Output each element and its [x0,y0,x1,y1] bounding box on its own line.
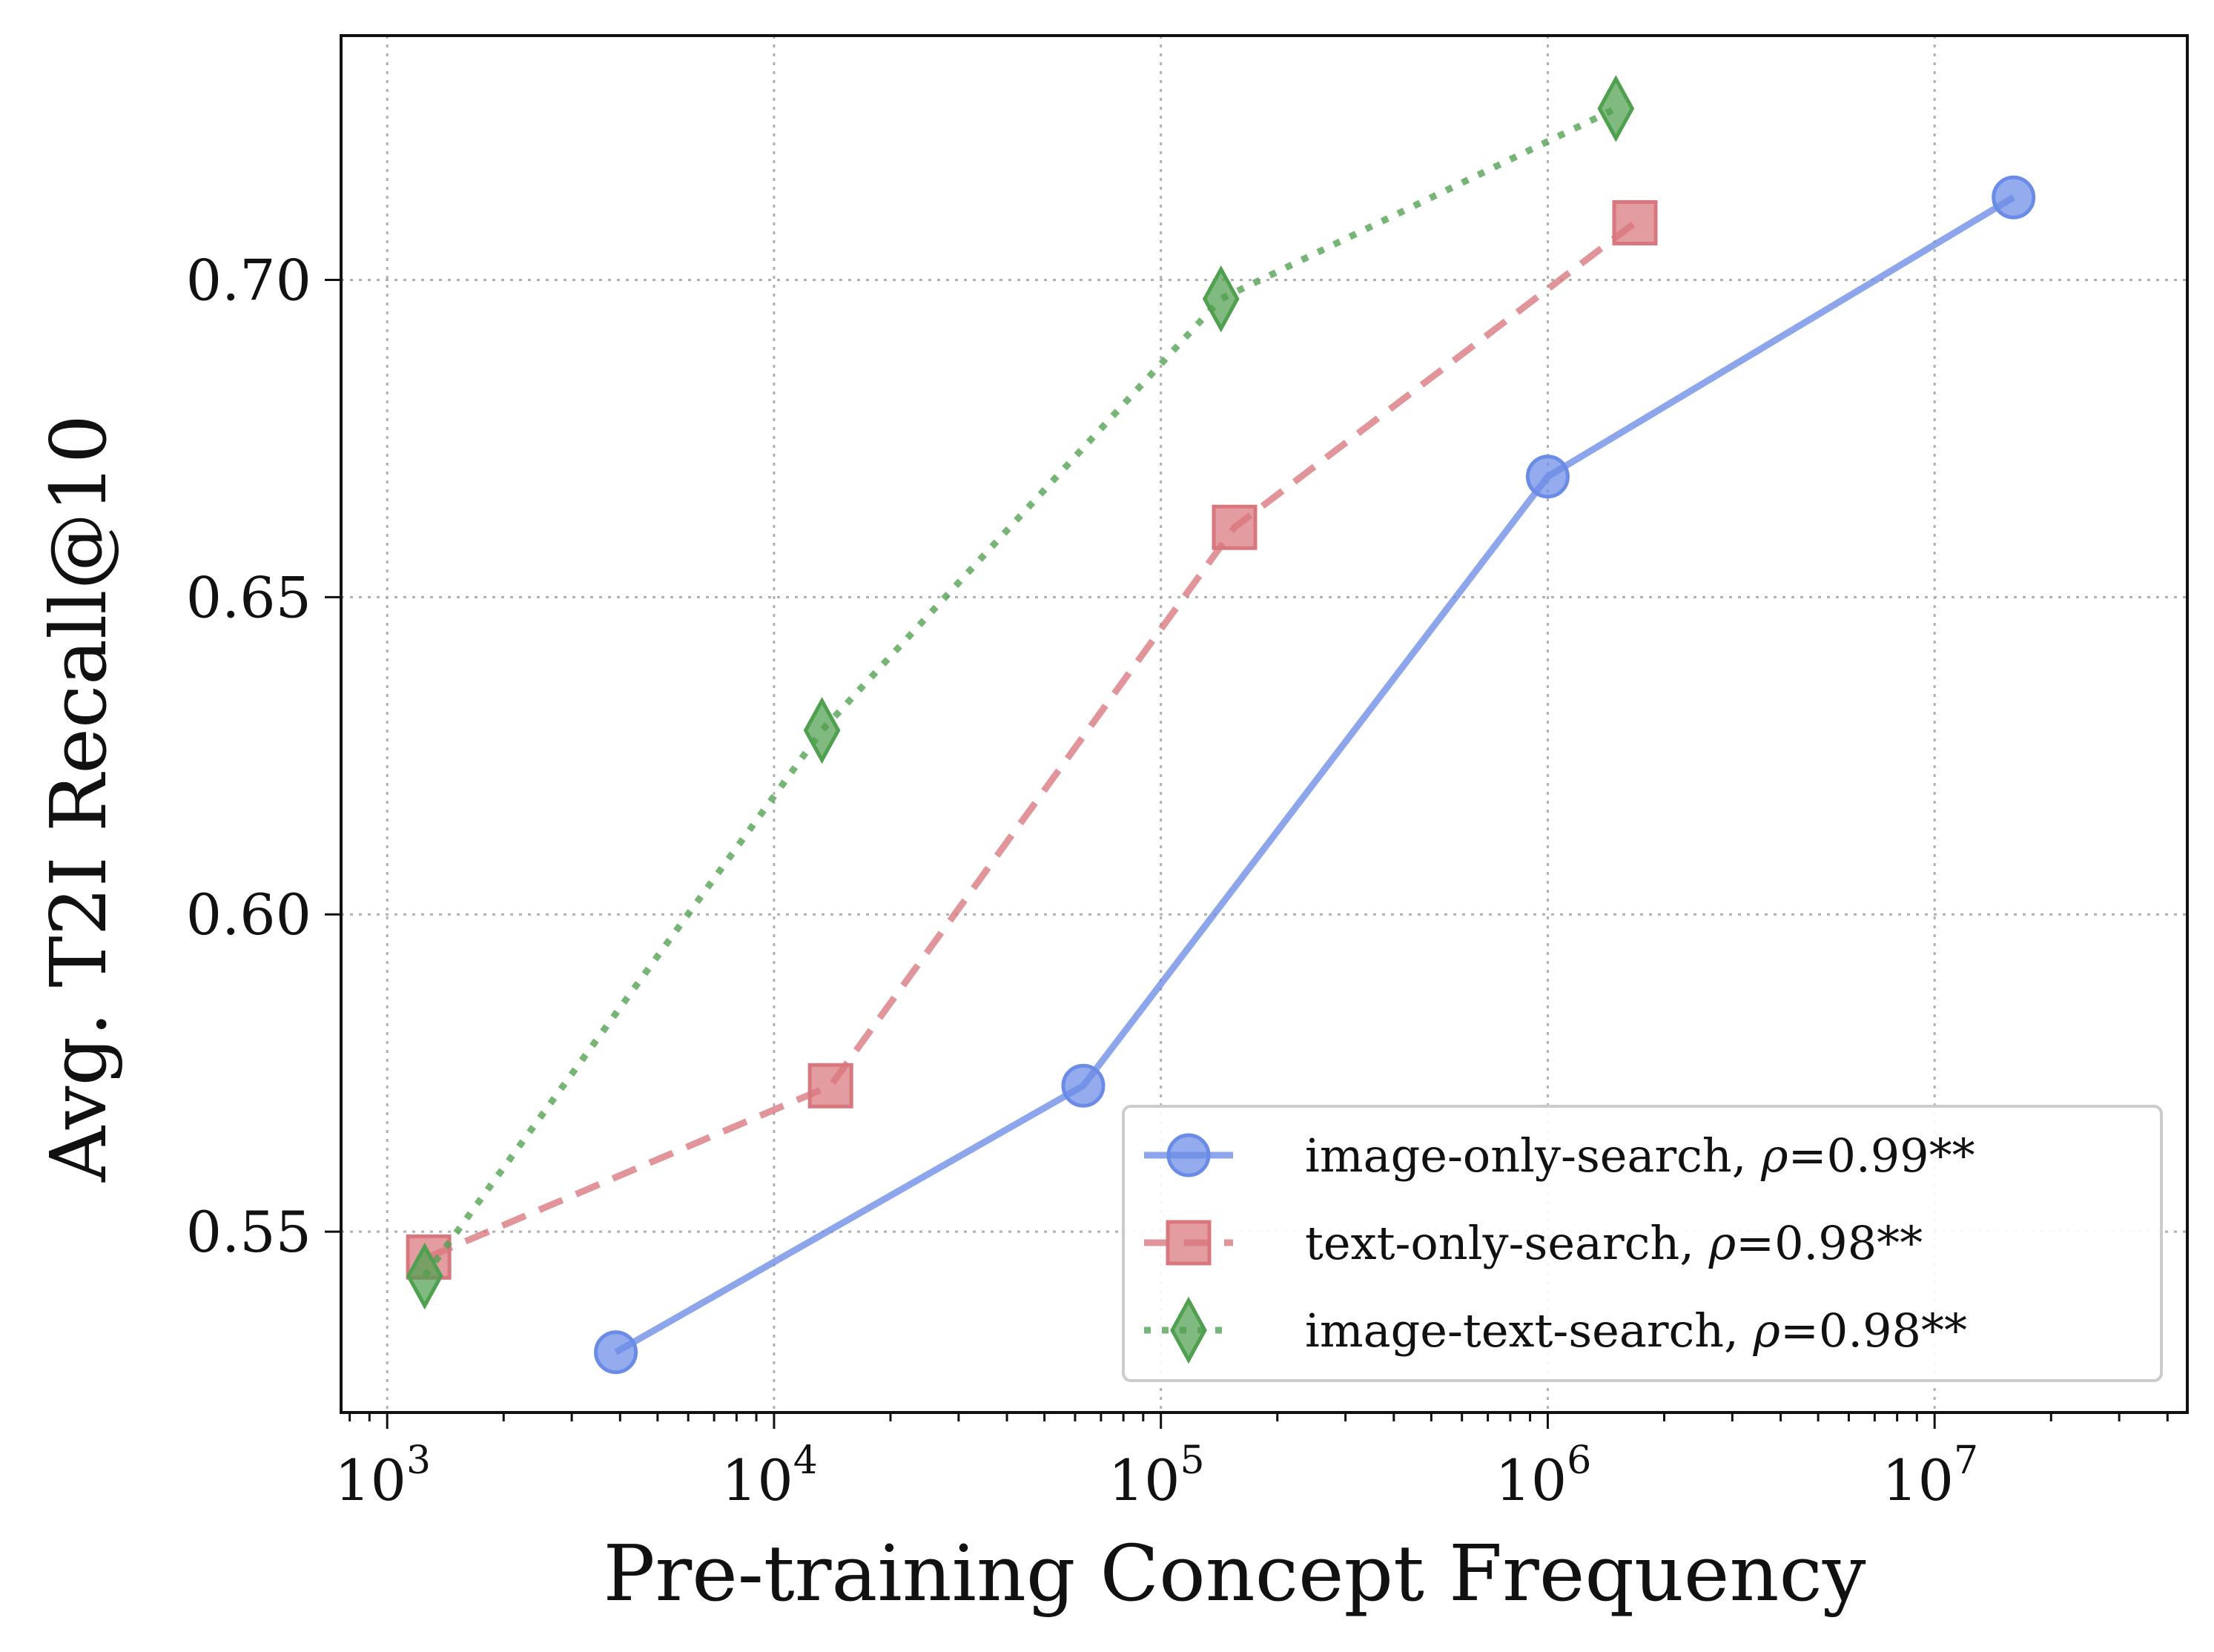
legend-box [1122,1105,2163,1382]
legend-entry-2: text-only-search, ρ=0.98** [1144,1216,1923,1270]
series-2 [406,199,1658,1280]
legend-marker [1166,1220,1212,1266]
y-axis-title: Avg. T2I Recall@10 [33,414,124,1183]
x-tick-label: 107 [1882,1438,1978,1513]
data-point [406,1242,443,1310]
legend-entry-3: image-text-search, ρ=0.98** [1144,1296,1967,1364]
y-tick-label: 0.55 [186,1199,311,1265]
series-line [614,194,2015,1355]
x-tick-label: 103 [334,1438,431,1513]
data-point [1612,199,1658,245]
data-point [803,696,841,764]
data-point [1992,175,2036,219]
series-1 [594,175,2036,1375]
legend-label: text-only-search, ρ=0.98** [1305,1216,1923,1270]
x-tick-label: 104 [721,1438,818,1513]
data-point [1212,504,1258,550]
legend-label: image-only-search, ρ=0.99** [1305,1129,1975,1183]
y-tick-label: 0.70 [186,247,311,313]
plot-frame [340,34,2189,1414]
data-point [807,1063,853,1109]
x-axis-title: Pre-training Concept Frequency [604,1528,1866,1619]
legend-marker [1166,1133,1211,1177]
y-tick-label: 0.65 [186,564,311,630]
legend-entry-1: image-only-search, ρ=0.99** [1144,1129,1975,1183]
data-point [594,1330,638,1375]
series-line [422,105,1618,1278]
tick-labels: 103 104 105 106 107 0.55 0.60 0.65 0.70 [186,247,1978,1513]
axis-ticks [325,278,2169,1429]
y-tick-label: 0.60 [186,882,311,948]
data-point [1597,75,1635,142]
series-3 [406,75,1635,1310]
x-tick-label: 105 [1108,1438,1205,1513]
data-series [406,75,2036,1375]
data-point [1202,265,1240,333]
legend-marker [1170,1296,1207,1364]
legend: image-only-search, ρ=0.99** text-only-sea… [1122,1105,2163,1382]
series-line [427,219,1637,1261]
x-tick-label: 106 [1496,1438,1592,1513]
data-point [1061,1063,1106,1108]
legend-label: image-text-search, ρ=0.98** [1305,1304,1967,1358]
data-point [1525,455,1570,499]
